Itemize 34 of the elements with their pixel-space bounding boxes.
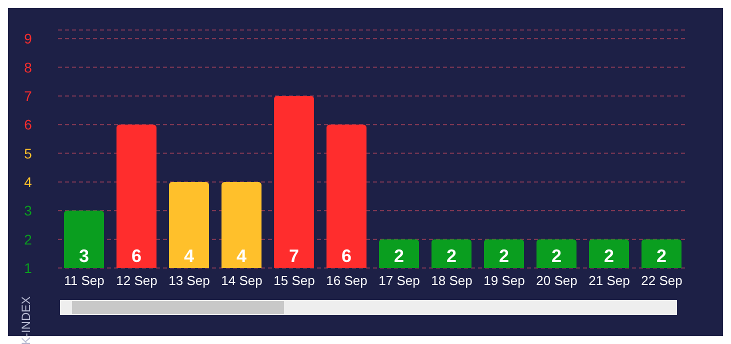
y-axis-title: K-INDEX bbox=[19, 295, 33, 344]
y-tick-label: 2 bbox=[24, 231, 32, 248]
data-label: 2 bbox=[498, 246, 510, 266]
x-tick-label: 19 Sep bbox=[484, 273, 525, 288]
y-tick-label: 7 bbox=[24, 88, 32, 104]
data-label: 2 bbox=[656, 246, 667, 266]
data-label: 4 bbox=[184, 246, 194, 266]
x-tick-label: 11 Sep bbox=[64, 273, 104, 288]
data-label: 6 bbox=[131, 246, 142, 266]
x-tick-label: 15 Sep bbox=[274, 273, 315, 288]
x-tick-label: 13 Sep bbox=[168, 273, 210, 288]
x-tick-label: 17 Sep bbox=[378, 273, 420, 288]
data-label: 3 bbox=[78, 246, 90, 266]
y-tick-label: 1 bbox=[24, 260, 32, 276]
x-tick-label: 12 Sep bbox=[116, 273, 158, 288]
data-label: 6 bbox=[341, 246, 352, 266]
y-tick-label: 5 bbox=[24, 145, 32, 162]
y-tick-label: 4 bbox=[24, 174, 32, 190]
x-tick-label: 22 Sep bbox=[641, 273, 682, 288]
data-label: 7 bbox=[288, 246, 300, 266]
y-tick-label: 8 bbox=[24, 59, 32, 76]
data-label: 2 bbox=[394, 246, 404, 266]
x-tick-label: 18 Sep bbox=[431, 273, 472, 288]
y-tick-label: 6 bbox=[24, 116, 32, 133]
data-label: 2 bbox=[604, 246, 614, 266]
data-label: 2 bbox=[551, 246, 562, 266]
y-tick-label: 3 bbox=[24, 202, 32, 219]
y-tick-label: 9 bbox=[24, 30, 32, 47]
data-label: 2 bbox=[446, 246, 457, 266]
x-tick-label: 16 Sep bbox=[326, 273, 368, 288]
data-label: 4 bbox=[236, 246, 247, 266]
x-tick-label: 21 Sep bbox=[588, 273, 630, 288]
x-tick-label: 20 Sep bbox=[536, 273, 578, 288]
x-tick-label: 14 Sep bbox=[221, 273, 262, 288]
